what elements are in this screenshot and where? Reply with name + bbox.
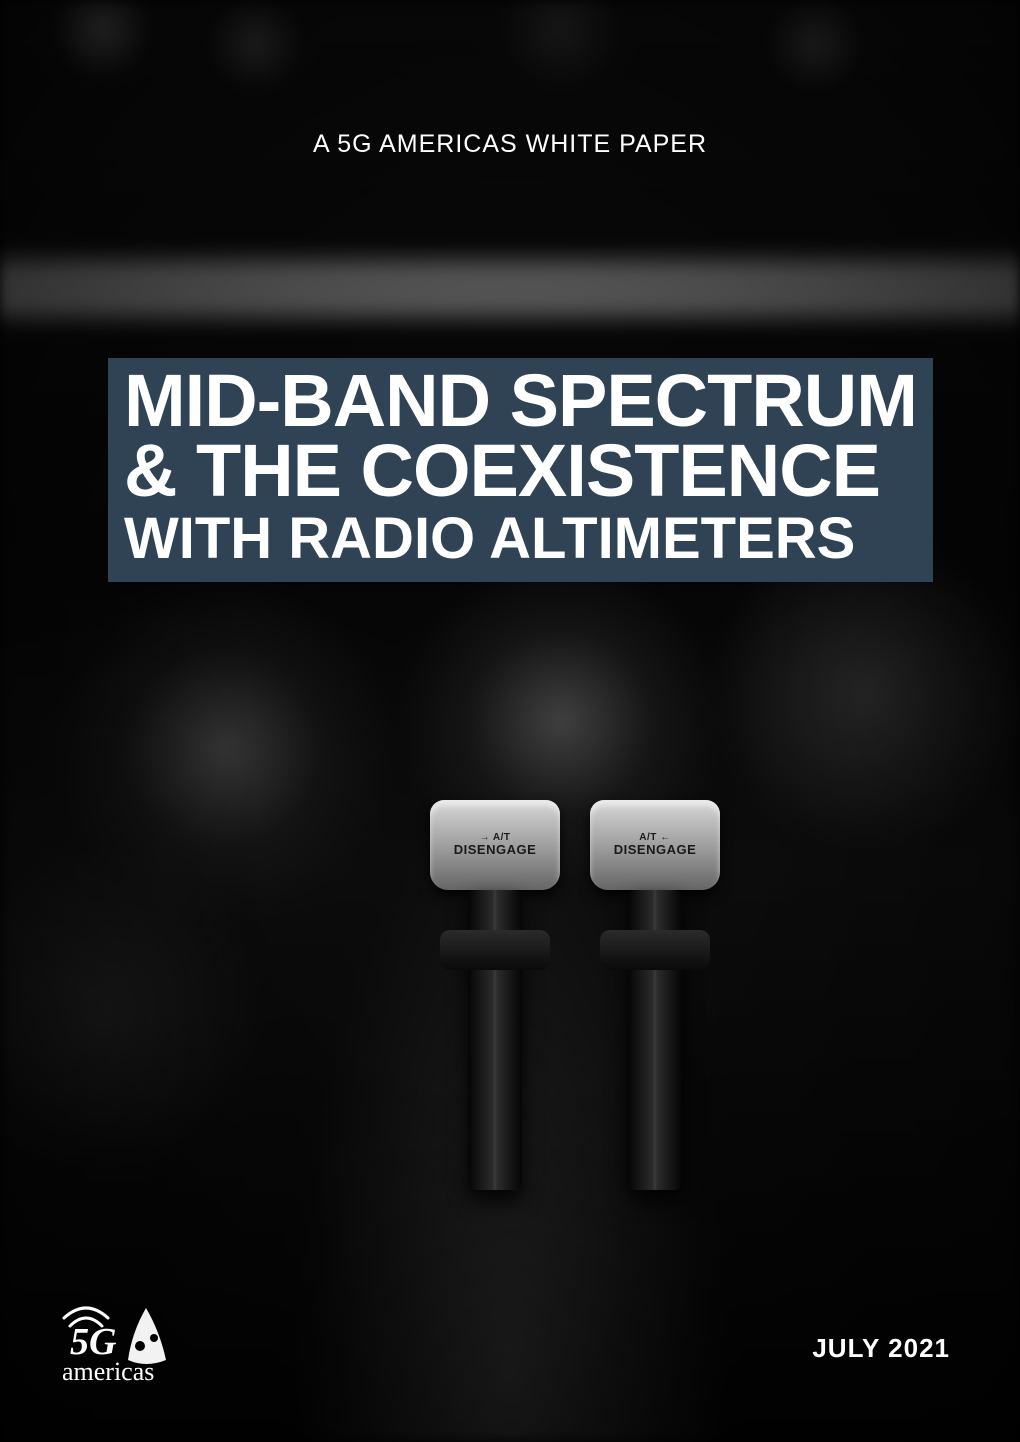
cover-org-line: A 5G AMERICAS WHITE PAPER — [0, 130, 1020, 159]
throttle-lever-left: → A/T DISENGAGE — [430, 800, 560, 1190]
svg-text:americas: americas — [62, 1357, 154, 1386]
throttle-lever-right: A/T ← DISENGAGE — [590, 800, 720, 1190]
cover-title-line-2: & THE COEXISTENCE — [124, 436, 917, 506]
cover-title-line-1: MID-BAND SPECTRUM — [124, 366, 917, 436]
lever-label-bottom-left: DISENGAGE — [454, 843, 537, 857]
org-logo: 5G americas — [56, 1296, 206, 1386]
cover-title-line-3: WITH RADIO ALTIMETERS — [124, 511, 917, 566]
throttle-levers-graphic: → A/T DISENGAGE A/T ← DISENGAGE — [400, 800, 780, 1280]
lever-knob-left: → A/T DISENGAGE — [430, 800, 560, 890]
cover-date: JULY 2021 — [812, 1333, 950, 1364]
lever-knob-right: A/T ← DISENGAGE — [590, 800, 720, 890]
lever-stem-right — [628, 890, 682, 1190]
lever-stem-left — [468, 890, 522, 1190]
org-logo-svg: 5G americas — [56, 1296, 206, 1386]
cover-title-block: MID-BAND SPECTRUM & THE COEXISTENCE WITH… — [108, 358, 933, 582]
lever-label-bottom-right: DISENGAGE — [614, 843, 697, 857]
